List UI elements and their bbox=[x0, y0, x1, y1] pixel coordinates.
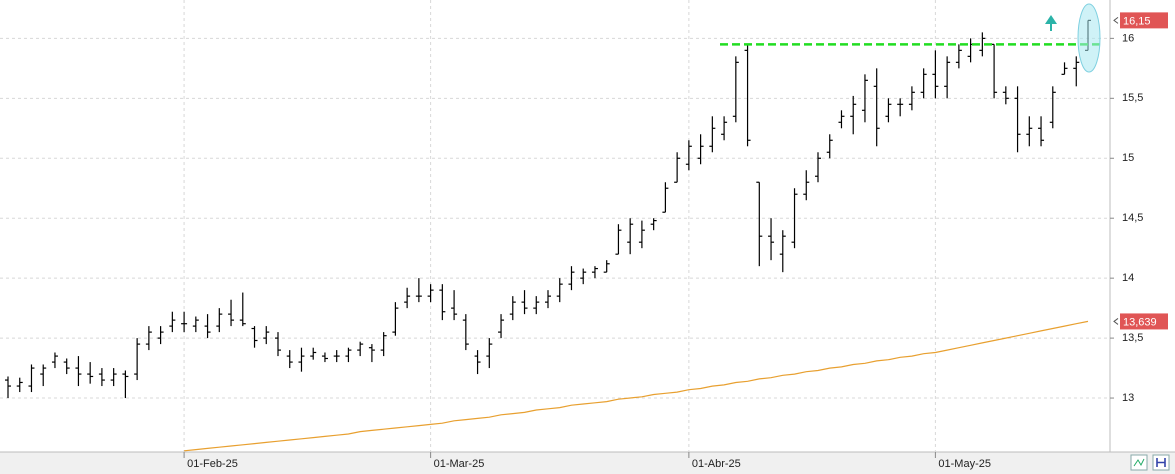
highlight-ellipse bbox=[1077, 3, 1101, 73]
x-axis-strip bbox=[0, 452, 1175, 474]
axis-tag-label: 16,15 bbox=[1123, 15, 1151, 27]
y-tick-label: 16 bbox=[1122, 32, 1134, 44]
x-tick-label: 01-Feb-25 bbox=[187, 458, 238, 470]
y-tick-label: 13,5 bbox=[1122, 332, 1143, 344]
grid-layer bbox=[0, 0, 1114, 452]
y-tick-label: 14,5 bbox=[1122, 212, 1143, 224]
zoom-icon bbox=[1133, 458, 1145, 467]
up-arrow bbox=[1045, 15, 1057, 31]
x-tick-label: 01-Mar-25 bbox=[434, 458, 485, 470]
y-tick-label: 15,5 bbox=[1122, 92, 1143, 104]
y-tick-label: 13 bbox=[1122, 392, 1134, 404]
y-tick-label: 14 bbox=[1122, 272, 1134, 284]
axis-tag-box bbox=[1120, 313, 1168, 330]
x-tick-label: 01-Abr-25 bbox=[692, 458, 741, 470]
axis-tag-box bbox=[1120, 12, 1168, 29]
y-tick-label: 15 bbox=[1122, 152, 1134, 164]
axis-tag-pointer bbox=[1113, 16, 1119, 24]
h-icon bbox=[1156, 458, 1166, 467]
axis-tag-pointer bbox=[1113, 318, 1119, 325]
axis-tag-label: 13,639 bbox=[1123, 316, 1157, 328]
moving-average-line bbox=[184, 320, 1089, 452]
x-tick-label: 01-May-25 bbox=[938, 458, 991, 470]
marks-layer bbox=[5, 19, 1102, 452]
